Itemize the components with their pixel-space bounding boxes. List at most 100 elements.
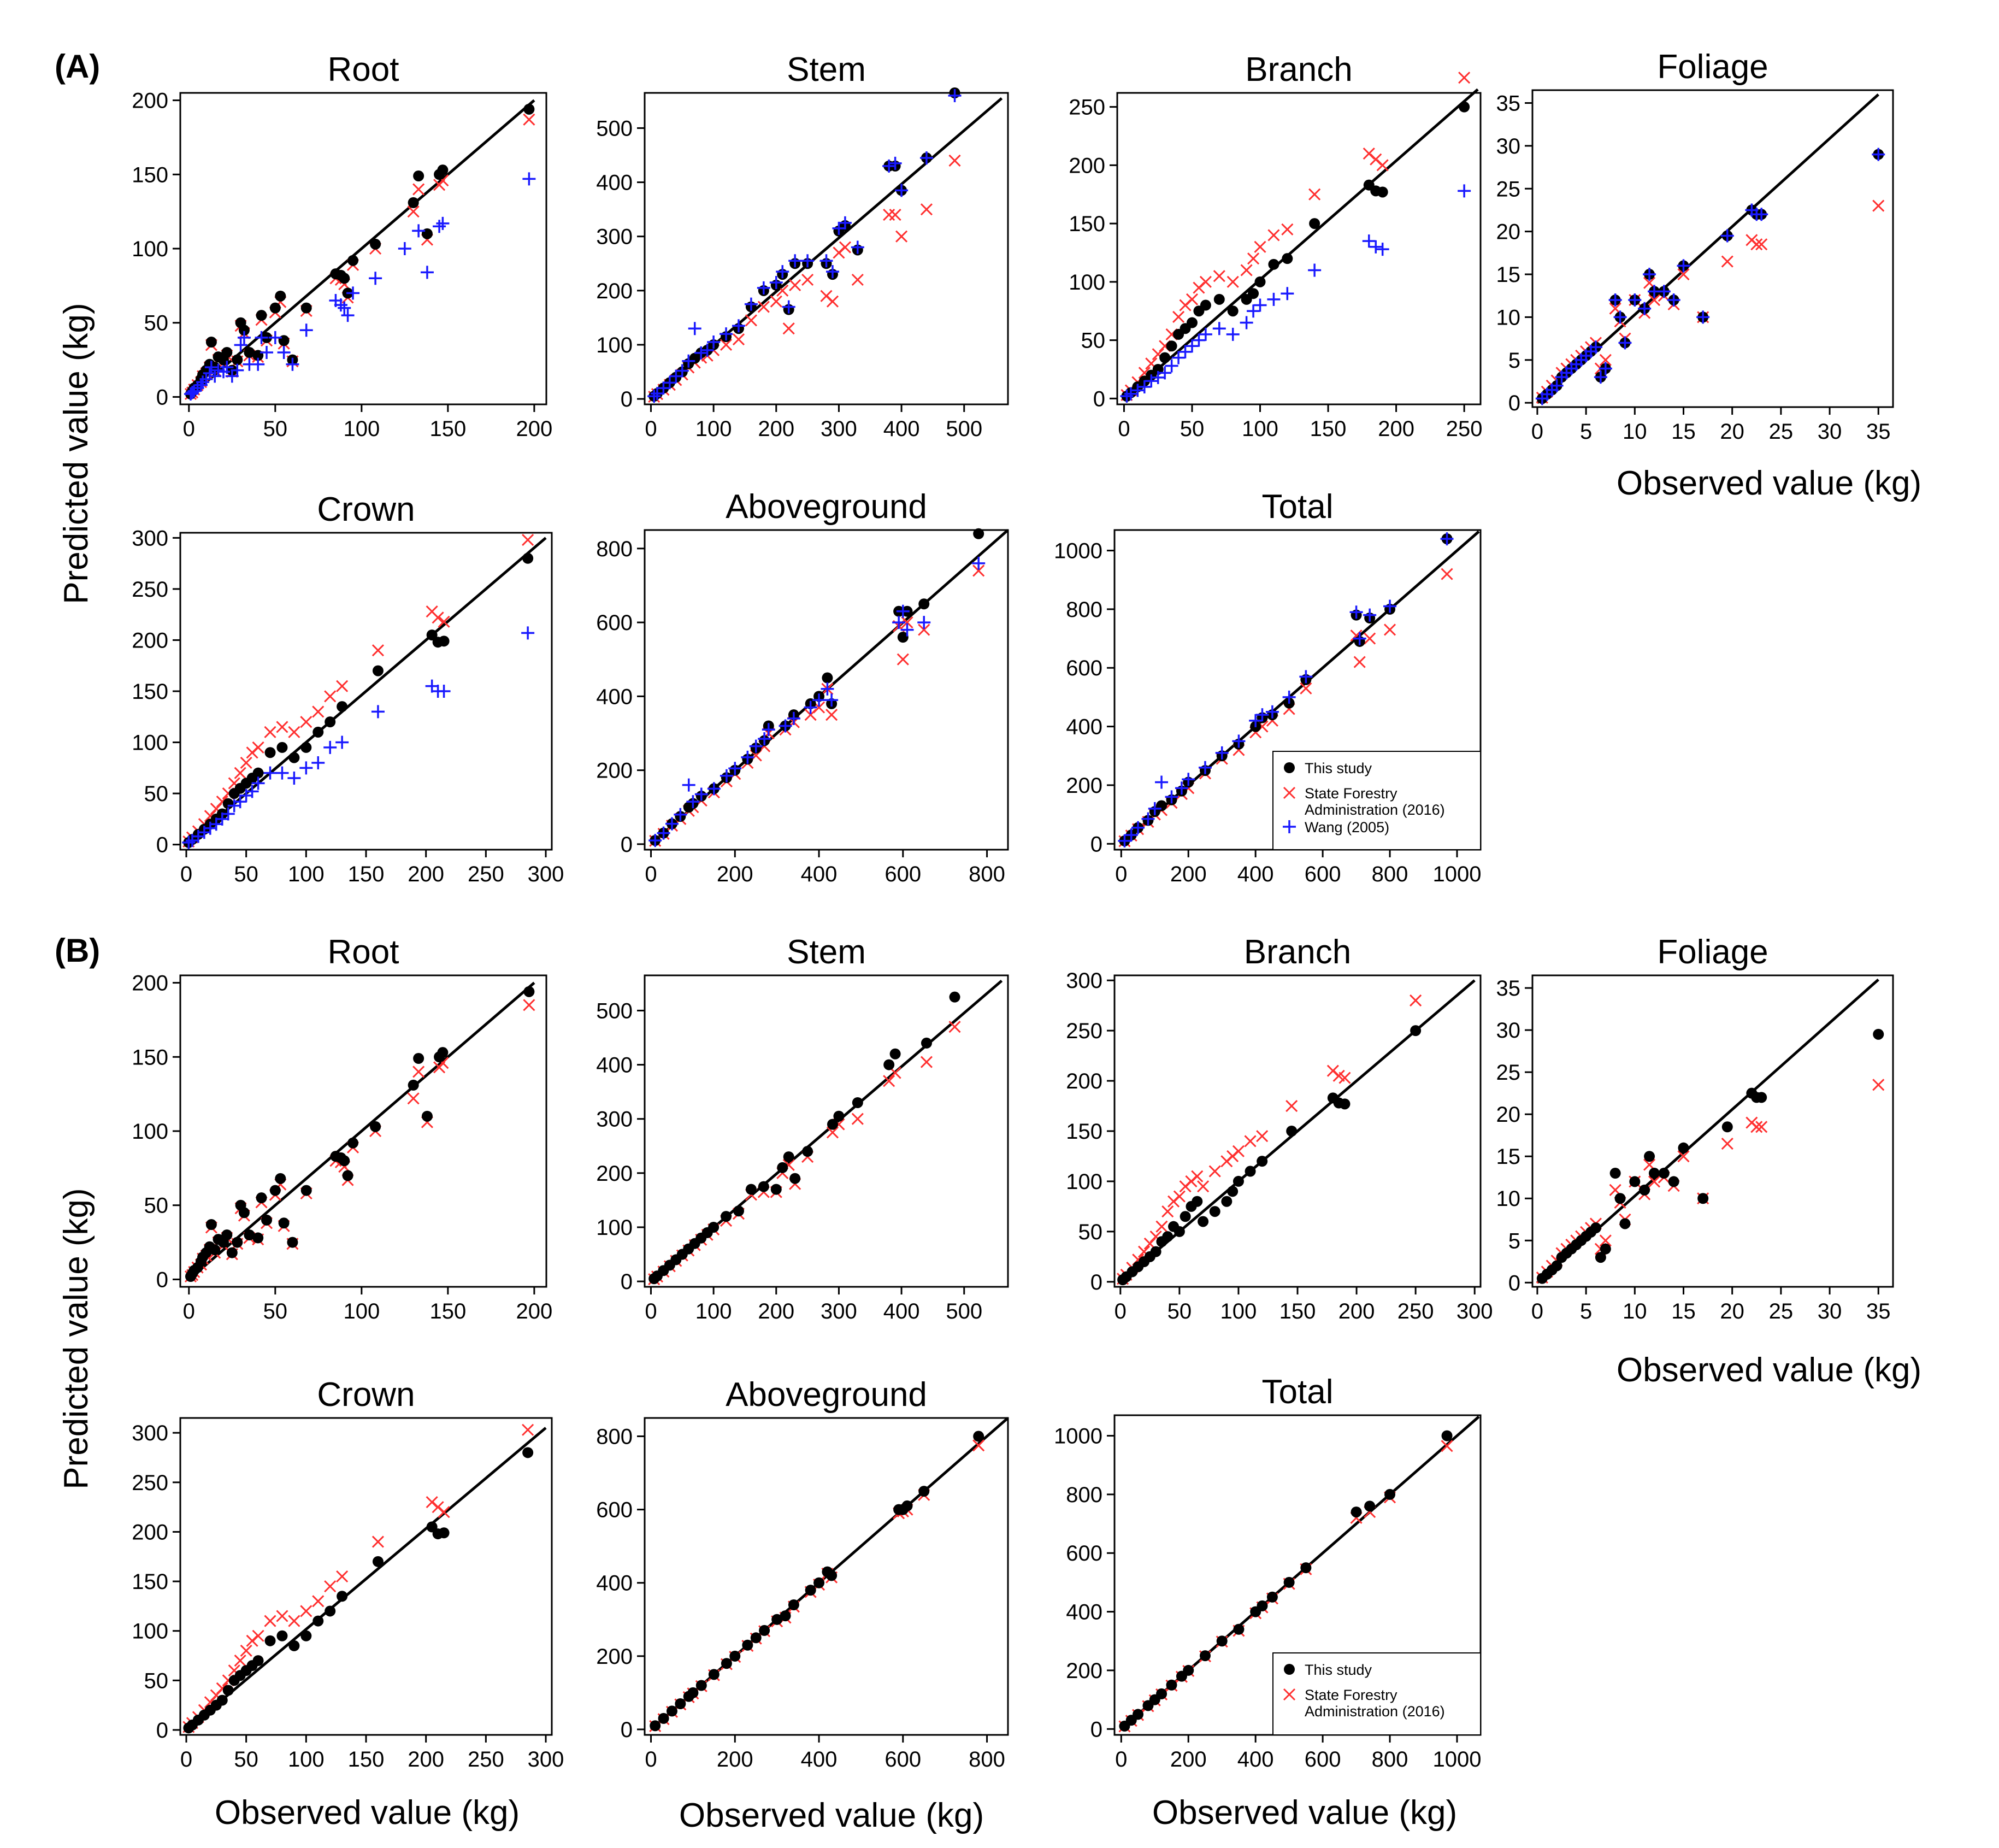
data-point [1213, 293, 1225, 305]
y-tick-label: 100 [132, 237, 168, 261]
data-point [1253, 298, 1267, 312]
data-point [787, 711, 800, 725]
data-point [339, 273, 350, 284]
x-tick-label: 25 [1769, 1299, 1794, 1323]
y-tick-label: 300 [132, 1421, 168, 1445]
chart-a-aboveground: Aboveground 0 200 400 600 800 0 200 400 600 800 [596, 488, 1009, 886]
y-tick-label: 0 [156, 833, 168, 857]
data-point [1550, 379, 1564, 392]
chart-b-root-title: Root [328, 933, 399, 971]
data-point [1667, 293, 1680, 307]
data-point [1249, 714, 1263, 727]
data-point [805, 1585, 816, 1596]
data-point [1755, 1121, 1768, 1133]
x-tick-label: 100 [343, 1299, 380, 1323]
data-point [300, 741, 312, 753]
data-point [889, 208, 901, 221]
data-point [523, 103, 535, 115]
data-point [1268, 258, 1279, 270]
data-point [687, 1687, 699, 1698]
data-point [370, 238, 381, 250]
y-tick-label: 30 [1496, 1019, 1521, 1043]
data-point [1233, 1623, 1245, 1635]
y-tick-label: 1000 [1054, 539, 1102, 563]
data-point [226, 1247, 238, 1258]
legend-marker [1284, 762, 1295, 773]
data-point [233, 795, 247, 809]
y-tick-label: 30 [1496, 134, 1521, 158]
data-point [1599, 1234, 1612, 1247]
data-point [1158, 366, 1172, 380]
x-tick-label: 400 [801, 1747, 838, 1772]
data-point [1185, 339, 1199, 353]
data-point [1613, 310, 1627, 324]
x-tick-label: 0 [645, 1747, 657, 1772]
data-point [523, 999, 535, 1011]
data-point [1200, 299, 1211, 311]
y-tick-label: 800 [1066, 598, 1102, 622]
chart-a-total-series-wang-2005 [1118, 532, 1454, 848]
data-point [264, 747, 276, 758]
chart-a-stem: Stem 0 100 200 300 400 500 0 100 200 300 400 500 [596, 51, 1009, 441]
y-tick-label: 150 [132, 1045, 168, 1069]
y-tick-label: 200 [1066, 1069, 1102, 1093]
data-point [251, 776, 265, 790]
data-point [728, 762, 742, 775]
data-point [222, 1685, 234, 1696]
data-point [1721, 1138, 1733, 1150]
x-tick-label: 20 [1720, 1299, 1744, 1323]
data-point [1141, 812, 1155, 826]
data-point [412, 224, 426, 238]
data-point [1353, 632, 1366, 645]
data-point [759, 1625, 770, 1636]
y-tick-label: 15 [1496, 1145, 1521, 1169]
x-tick-label: 35 [1866, 1299, 1891, 1323]
y-tick-label: 20 [1496, 220, 1521, 244]
data-point [1137, 380, 1151, 393]
y-tick-label: 100 [132, 731, 168, 755]
y-tick-label: 1000 [1054, 1425, 1102, 1449]
data-point [413, 170, 424, 181]
y-tick-label: 800 [596, 1425, 633, 1449]
x-tick-label: 400 [1237, 862, 1274, 886]
data-point [851, 1113, 864, 1125]
chart-b-crown-title: Crown [317, 1376, 415, 1414]
y-tick-label: 300 [132, 526, 168, 550]
ylabel-a: Predicted value (kg) [57, 303, 95, 604]
data-point [1648, 293, 1661, 307]
data-point [686, 795, 700, 809]
data-point [1145, 374, 1158, 388]
data-point [918, 1486, 930, 1497]
data-point [720, 338, 733, 351]
data-point [700, 343, 714, 357]
x-tick-label: 100 [695, 417, 732, 441]
data-point [335, 735, 349, 749]
data-point [372, 1535, 384, 1548]
y-tick-label: 150 [1069, 212, 1105, 236]
data-point [522, 1423, 534, 1436]
data-point [264, 1615, 276, 1627]
data-point [948, 89, 962, 102]
chart-b-branch-title: Branch [1244, 933, 1351, 971]
data-point [209, 1244, 221, 1256]
data-point [669, 369, 683, 383]
chart-a-aboveground-series-wang-2005 [648, 556, 986, 848]
legend-marker [1283, 1688, 1296, 1701]
y-tick-label: 0 [1090, 1717, 1102, 1741]
data-point [1124, 828, 1138, 842]
x-tick-label: 0 [180, 1747, 192, 1772]
data-point [220, 361, 234, 374]
xlabel-foliage-b: Observed value (kg) [1617, 1351, 1921, 1389]
data-point [688, 322, 701, 336]
data-point [762, 723, 775, 737]
data-point [1131, 384, 1145, 397]
y-tick-label: 0 [621, 387, 633, 411]
data-point [1282, 690, 1296, 704]
x-tick-label: 150 [1279, 1299, 1316, 1323]
data-point [1281, 223, 1294, 236]
data-point [232, 354, 243, 366]
data-point [825, 265, 839, 279]
data-point [1212, 322, 1226, 336]
chart-b-foliage-series-this-study [1536, 1028, 1884, 1284]
data-point [275, 766, 289, 780]
